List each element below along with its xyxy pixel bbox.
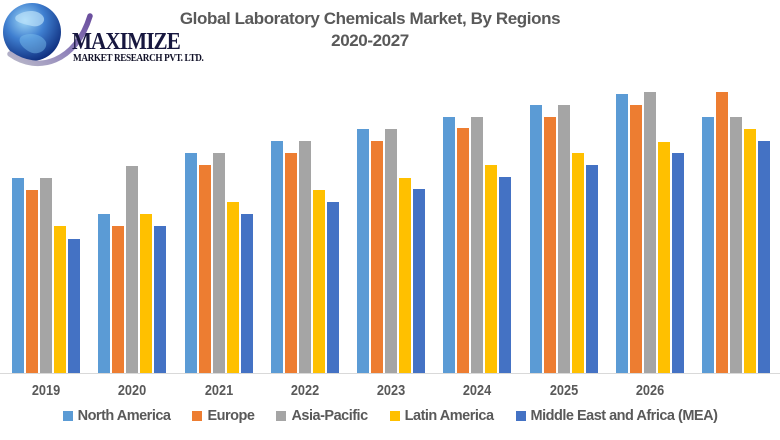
bar bbox=[26, 190, 38, 373]
globe-icon bbox=[3, 3, 93, 67]
bar bbox=[643, 92, 656, 373]
bar bbox=[471, 117, 484, 373]
bar bbox=[557, 105, 570, 373]
bar bbox=[730, 117, 742, 373]
x-axis-labels: 2019 2020 2021 2022 2023 2024 2025 2026 bbox=[0, 382, 780, 400]
bar bbox=[385, 129, 397, 373]
bar bbox=[371, 141, 383, 373]
logo-subtitle: MARKET RESEARCH PVT. LTD. bbox=[73, 53, 204, 64]
legend-swatch-icon bbox=[192, 411, 203, 421]
bar bbox=[284, 153, 297, 373]
x-axis-label: 2023 bbox=[376, 382, 406, 399]
legend-item: North America bbox=[62, 408, 171, 424]
x-axis-label: 2026 bbox=[635, 382, 664, 399]
bar bbox=[298, 141, 311, 373]
bar bbox=[184, 153, 197, 373]
x-axis-label: 2021 bbox=[204, 382, 233, 399]
bar bbox=[499, 177, 512, 373]
bar bbox=[226, 202, 239, 373]
bar bbox=[758, 141, 770, 373]
legend-item: Latin America bbox=[389, 408, 494, 424]
legend-label: Europe bbox=[207, 408, 255, 424]
bar bbox=[270, 141, 283, 373]
legend-label: Latin America bbox=[404, 408, 494, 424]
legend-item: Middle East and Africa (MEA) bbox=[515, 408, 718, 424]
bar bbox=[413, 189, 425, 373]
bar bbox=[54, 226, 66, 373]
bar bbox=[198, 165, 211, 373]
x-axis-label: 2020 bbox=[118, 382, 147, 399]
bar bbox=[744, 129, 756, 373]
x-axis-label: 2025 bbox=[549, 382, 578, 399]
bar bbox=[457, 128, 470, 373]
bar bbox=[140, 214, 153, 373]
bar bbox=[240, 214, 253, 373]
x-axis-label: 2022 bbox=[290, 382, 319, 399]
legend: North America Europe Asia-Pacific Latin Ame… bbox=[0, 406, 780, 426]
logo-name: MAXIMIZE bbox=[72, 29, 181, 55]
bar bbox=[615, 94, 628, 373]
bar bbox=[68, 239, 80, 373]
legend-label: Middle East and Africa (MEA) bbox=[530, 408, 718, 424]
legend-swatch-icon bbox=[62, 411, 73, 421]
bar bbox=[571, 153, 584, 373]
bar bbox=[585, 165, 598, 373]
bar bbox=[98, 214, 111, 373]
bar bbox=[40, 178, 52, 373]
bar bbox=[12, 178, 24, 373]
legend-item: Asia-Pacific bbox=[276, 408, 368, 424]
bar bbox=[443, 117, 456, 373]
chart-title-line2: 2020-2027 bbox=[331, 31, 409, 50]
bar bbox=[657, 142, 670, 373]
bar bbox=[702, 117, 714, 373]
legend-item: Europe bbox=[192, 408, 255, 424]
x-axis-label: 2024 bbox=[463, 382, 492, 399]
legend-swatch-icon bbox=[276, 411, 287, 421]
bar bbox=[312, 190, 325, 373]
bar bbox=[357, 129, 369, 373]
legend-swatch-icon bbox=[389, 411, 400, 421]
bar bbox=[629, 105, 642, 373]
bar bbox=[485, 165, 498, 373]
bar bbox=[112, 226, 125, 373]
bar bbox=[126, 166, 139, 373]
chart-title: Global Laboratory Chemicals Market, By R… bbox=[0, 8, 740, 52]
plot-area bbox=[0, 73, 780, 374]
bar bbox=[671, 153, 684, 373]
bar bbox=[716, 92, 728, 373]
bar bbox=[399, 178, 411, 373]
bar bbox=[326, 202, 339, 373]
bar bbox=[154, 226, 167, 373]
x-axis-label: 2019 bbox=[31, 382, 61, 399]
logo: MAXIMIZE MARKET RESEARCH PVT. LTD. bbox=[2, 0, 204, 70]
bar bbox=[212, 153, 225, 373]
legend-swatch-icon bbox=[515, 411, 526, 421]
bar bbox=[529, 105, 542, 373]
legend-label: North America bbox=[77, 408, 171, 424]
bar bbox=[543, 117, 556, 373]
chart-title-line1: Global Laboratory Chemicals Market, By R… bbox=[179, 9, 561, 28]
legend-label: Asia-Pacific bbox=[291, 408, 368, 424]
